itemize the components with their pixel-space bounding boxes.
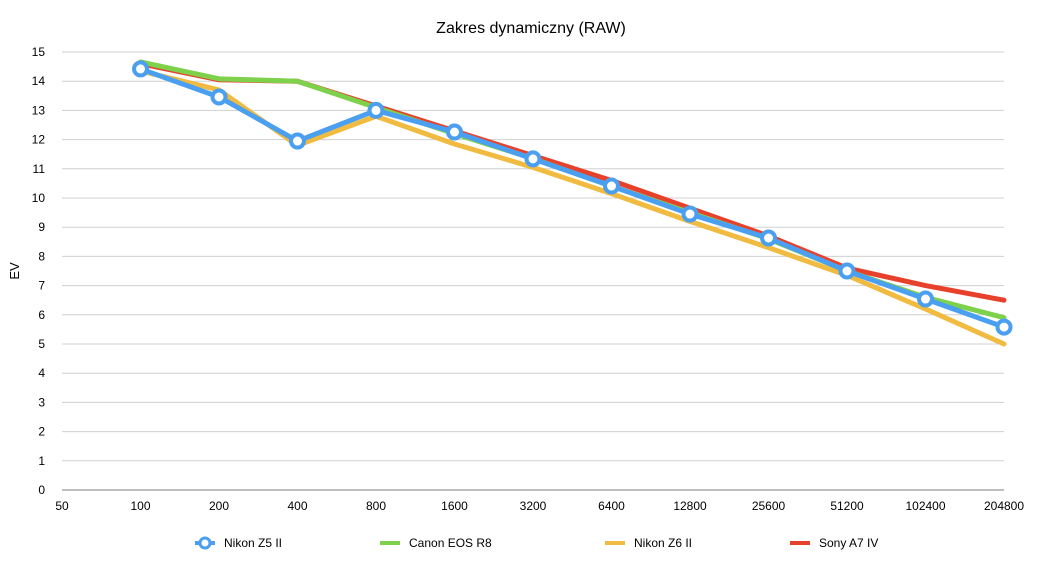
x-tick-label: 200 — [209, 499, 229, 513]
data-point — [289, 132, 306, 150]
y-tick-label: 10 — [32, 191, 46, 205]
data-point — [838, 262, 856, 280]
data-point — [681, 205, 699, 223]
legend-label: Sony A7 IV — [819, 536, 878, 550]
legend: Nikon Z5 II Canon EOS R8 Nikon Z6 II Sony A… — [195, 536, 878, 550]
data-point — [446, 123, 463, 141]
series-line-nikon-z6-ii — [138, 68, 1007, 347]
y-axis-label: EV — [7, 262, 22, 280]
y-tick-label: 3 — [38, 395, 45, 409]
chart-title: Zakres dynamiczny (RAW) — [436, 20, 626, 37]
x-tick-label: 25600 — [752, 499, 786, 513]
x-tick-label: 50 — [55, 499, 69, 513]
legend-label: Nikon Z6 II — [634, 536, 692, 550]
gridlines — [62, 51, 1004, 491]
y-tick-label: 2 — [38, 425, 45, 439]
y-tick-label: 7 — [38, 279, 45, 293]
x-tick-label: 800 — [366, 499, 386, 513]
y-tick-label: 8 — [38, 249, 45, 263]
y-tick-label: 6 — [38, 308, 45, 322]
data-point — [524, 150, 542, 168]
x-tick-labels: 50 100 200 400 800 1600 3200 6400 12800 25600 5120… — [55, 499, 1024, 513]
x-tick-label: 12800 — [673, 499, 707, 513]
x-tick-label: 51200 — [830, 499, 864, 513]
y-tick-label: 4 — [38, 366, 45, 380]
series-lines — [132, 59, 1013, 347]
x-tick-label: 100 — [130, 499, 150, 513]
y-tick-label: 14 — [32, 74, 46, 88]
data-point — [995, 318, 1013, 336]
x-tick-label: 102400 — [905, 499, 945, 513]
y-tick-label: 1 — [38, 454, 45, 468]
y-tick-label: 11 — [33, 162, 46, 176]
x-tick-label: 204800 — [984, 499, 1024, 513]
data-point — [367, 101, 385, 119]
data-point — [603, 177, 620, 195]
y-tick-label: 0 — [38, 483, 45, 497]
y-tick-label: 12 — [32, 133, 46, 147]
data-point — [917, 290, 934, 308]
legend-label: Canon EOS R8 — [409, 536, 492, 550]
y-tick-label: 5 — [38, 337, 45, 351]
x-tick-label: 400 — [287, 499, 307, 513]
x-tick-label: 1600 — [441, 499, 468, 513]
y-tick-label: 15 — [32, 45, 46, 59]
data-point — [132, 60, 149, 78]
series-line-nikon-z5-ii — [138, 66, 1007, 330]
x-tick-label: 6400 — [598, 499, 625, 513]
y-tick-label: 9 — [38, 220, 45, 234]
legend-marker — [198, 536, 212, 550]
x-tick-label: 3200 — [520, 499, 547, 513]
legend-label: Nikon Z5 II — [224, 536, 282, 550]
y-tick-label: 13 — [32, 103, 46, 117]
data-point — [210, 88, 228, 106]
data-point — [760, 229, 777, 247]
